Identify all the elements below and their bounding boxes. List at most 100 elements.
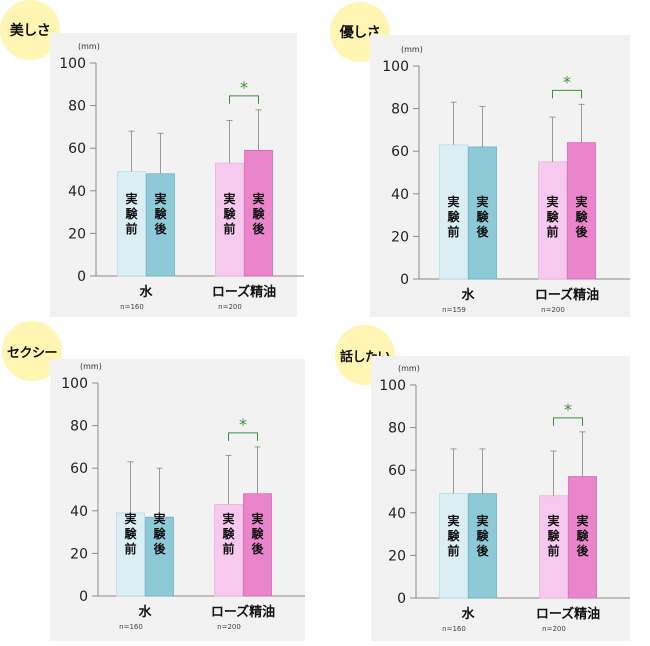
y-tick-label: 60	[70, 461, 88, 477]
y-unit-label: (mm)	[398, 364, 420, 373]
sample-size-label: n=200	[218, 303, 242, 311]
bar-label: 験	[252, 206, 265, 221]
bar-label: 実	[447, 513, 459, 528]
y-tick-label: 0	[400, 272, 409, 288]
sample-size-label: n=160	[120, 303, 144, 311]
x-category-label: ローズ精油	[536, 606, 600, 622]
significance-bracket	[228, 432, 258, 441]
bar-label: 後	[252, 221, 265, 236]
bar	[145, 516, 174, 597]
significance-bracket	[552, 89, 582, 99]
y-tick-label: 60	[391, 144, 409, 160]
y-tick-label: 80	[68, 99, 86, 115]
x-category-label: ローズ精油	[535, 287, 599, 303]
bar-label: 後	[153, 541, 166, 556]
y-unit-label: (mm)	[80, 362, 102, 371]
x-category-label: 水	[461, 287, 475, 303]
bar-label: 験	[447, 209, 460, 224]
bar-label: 実	[576, 513, 588, 528]
y-tick-label: 60	[388, 463, 406, 479]
chart-panel-talk: 話したい 0 20 40 60 80 100 (mm) 実験前実験後水 n=160 実験前実験後ロ…	[325, 323, 650, 646]
bar-label: 験	[576, 528, 589, 543]
bar-label: 験	[575, 209, 588, 224]
bar-label: 験	[223, 206, 236, 221]
sample-size-label: n=200	[217, 623, 241, 631]
bar-label: 実	[154, 191, 166, 206]
bar	[214, 504, 243, 597]
bar	[117, 171, 146, 277]
bar-label: 験	[153, 526, 166, 541]
chart-panel-beauty: 美しさ 0 20 40 60 80 100 (mm) 実験前実験後水 n=160 実験前実験後ロー…	[0, 0, 325, 323]
bar-label: 後	[251, 541, 264, 556]
bar-label: 実	[223, 191, 235, 206]
bar-label: 実	[153, 511, 165, 526]
bar-label: 前	[124, 541, 136, 556]
bar-label: 後	[476, 543, 489, 558]
y-tick-label: 40	[391, 187, 409, 203]
chart-title-badge: 美しさ	[0, 0, 60, 60]
significance-bracket	[553, 417, 583, 426]
bar-label: 実	[222, 511, 234, 526]
bar-label: 験	[124, 526, 137, 541]
y-tick-label: 40	[68, 184, 86, 200]
bar-label: 験	[447, 528, 460, 543]
bar-label: 実	[476, 513, 488, 528]
bar	[439, 144, 468, 280]
bar-label: 前	[546, 224, 558, 239]
bar-chart: 020406080100(mm)実験前実験後水n=159実験前実験後ローズ精油n…	[370, 35, 630, 317]
sample-size-label: n=160	[442, 625, 466, 633]
bar	[468, 146, 497, 280]
y-tick-label: 100	[59, 56, 86, 72]
y-tick-label: 80	[388, 421, 406, 437]
bar-label: 験	[476, 209, 489, 224]
chart-title-badge: 話したい	[335, 325, 395, 385]
significance-star: *	[564, 400, 572, 419]
bar-label: 実	[546, 194, 558, 209]
bar-label: 実	[125, 191, 137, 206]
bar-label: 後	[476, 224, 489, 239]
bar-label: 験	[125, 206, 138, 221]
bar-label: 実	[124, 511, 136, 526]
x-category-label: 水	[461, 606, 475, 622]
bar	[567, 142, 596, 280]
y-tick-label: 40	[70, 504, 88, 520]
y-tick-label: 80	[391, 102, 409, 118]
significance-star: *	[239, 415, 247, 434]
bar-label: 前	[447, 224, 459, 239]
bar-chart: 020406080100(mm)実験前実験後水n=160実験前実験後ローズ精油n…	[50, 33, 304, 317]
bar	[468, 493, 497, 599]
bar	[539, 495, 568, 599]
y-tick-label: 100	[379, 378, 406, 394]
bar-label: 験	[251, 526, 264, 541]
bar-label: 実	[547, 513, 559, 528]
bar-label: 実	[447, 194, 459, 209]
bar-label: 後	[154, 221, 167, 236]
bar	[116, 512, 145, 597]
sample-size-label: n=200	[541, 306, 565, 314]
bar	[244, 149, 273, 277]
bar-label: 前	[222, 541, 234, 556]
y-tick-label: 40	[388, 506, 406, 522]
bar	[146, 173, 175, 277]
y-tick-label: 60	[68, 141, 86, 157]
significance-star: *	[240, 78, 248, 97]
y-unit-label: (mm)	[401, 45, 423, 54]
bar	[538, 161, 567, 280]
y-tick-label: 0	[77, 269, 86, 285]
bar	[439, 493, 468, 599]
x-category-label: ローズ精油	[212, 284, 276, 300]
bar-label: 実	[476, 194, 488, 209]
x-category-label: 水	[139, 284, 153, 300]
y-unit-label: (mm)	[78, 42, 100, 51]
bar-chart: 020406080100(mm)実験前実験後水n=160実験前実験後ローズ精油n…	[50, 359, 305, 641]
y-tick-label: 0	[397, 591, 406, 607]
bar-label: 実	[251, 511, 263, 526]
bar-chart: 020406080100(mm)実験前実験後水n=160実験前実験後ローズ精油n…	[371, 356, 630, 641]
sample-size-label: n=160	[119, 623, 143, 631]
y-tick-label: 100	[61, 376, 88, 392]
bar	[243, 493, 272, 597]
y-tick-label: 20	[70, 546, 88, 562]
bar-label: 験	[476, 528, 489, 543]
y-tick-label: 0	[79, 589, 88, 605]
y-tick-label: 80	[70, 419, 88, 435]
